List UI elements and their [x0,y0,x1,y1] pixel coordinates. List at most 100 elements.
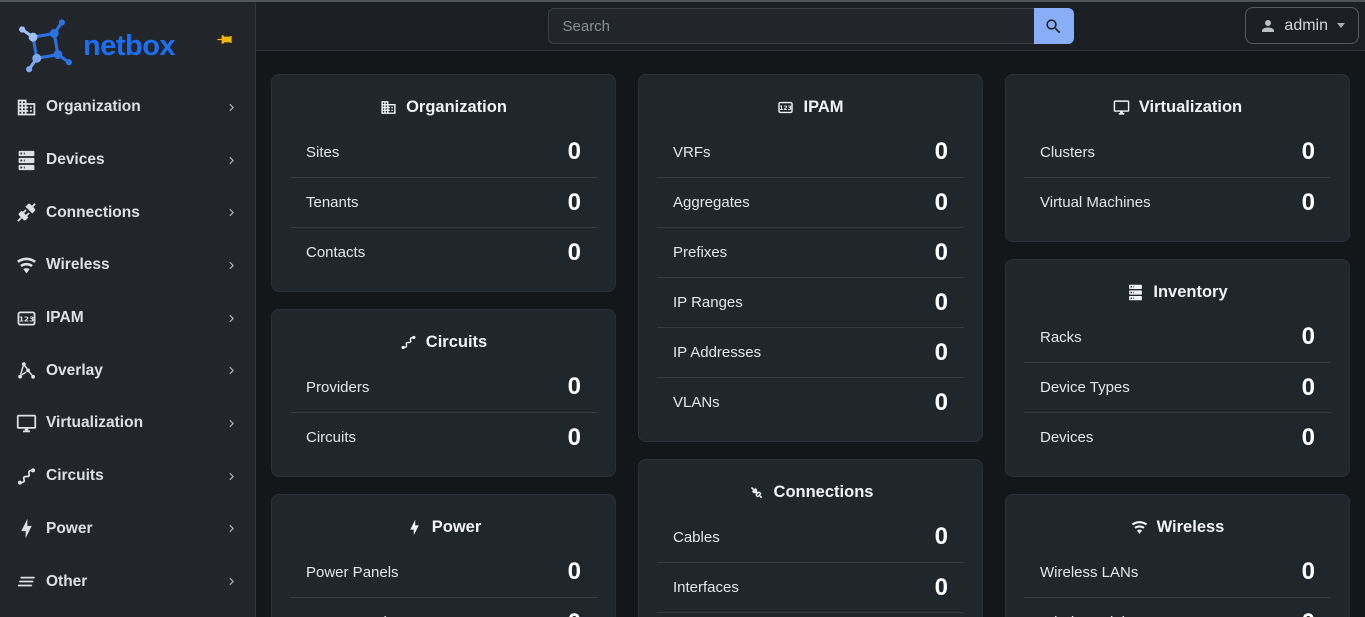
svg-text:123: 123 [780,105,793,112]
card-virtualization: Virtualization Clusters 0 Virtual Machines 0 [1005,74,1350,242]
stat-row-device-types[interactable]: Device Types 0 [1024,362,1331,412]
stat-row-sites[interactable]: Sites 0 [290,127,597,177]
chevron-right-icon [229,261,234,270]
stat-label: Power Feeds [306,614,394,617]
brand-name: netbox [83,30,176,62]
main-area: admin Organization Sites0Tenants0Contacts… [256,0,1365,617]
search-group [547,8,1074,44]
cable-icon [750,486,762,498]
stat-label: Interfaces [673,579,739,596]
caret-down-icon [1337,23,1345,28]
stat-row-circuits[interactable]: Circuits 0 [290,412,597,462]
stat-row-clusters[interactable]: Clusters 0 [1024,127,1331,177]
stat-row-aggregates[interactable]: Aggregates 0 [657,177,964,227]
card-title: Connections [657,472,964,512]
circuit-icon [401,335,416,349]
search-input[interactable] [547,8,1034,44]
brand-home-link[interactable]: netbox [0,0,255,81]
user-menu-button[interactable]: admin [1245,7,1359,44]
sidebar-nav: Organization Devices Connections Wireless 12… [0,81,255,608]
stat-row-power-feeds[interactable]: Power Feeds 0 [290,597,597,617]
sidebar-item-label: Connections [46,203,140,221]
sidebar-item-power[interactable]: Power [0,503,255,556]
sidebar-item-circuits[interactable]: Circuits [0,450,255,503]
stat-row-wireless-lans[interactable]: Wireless LANs 0 [1024,547,1331,597]
stat-row-vrfs[interactable]: VRFs 0 [657,127,964,177]
stat-label: VRFs [673,143,711,161]
stat-row-wireless-links[interactable]: Wireless Links 0 [1024,597,1331,617]
card-title-text: Wireless [1156,517,1225,536]
stat-row-tenants[interactable]: Tenants 0 [290,177,597,227]
search-icon [1046,18,1061,33]
stat-row-providers[interactable]: Providers 0 [290,362,597,412]
card-title-text: Organization [406,97,507,116]
card-title: Circuits [290,322,597,362]
window-top-edge [0,0,1365,2]
stat-row-interfaces[interactable]: Interfaces 0 [657,562,964,612]
wifi-icon [1131,520,1147,534]
stat-value: 0 [567,423,581,451]
stat-label: Circuits [306,429,357,446]
sidebar-item-virtualization[interactable]: Virtualization [0,397,255,450]
stat-row-ip-addresses[interactable]: IP Addresses 0 [657,327,964,377]
stat-label: Prefixes [673,244,728,261]
sidebar-item-label: Wireless [46,256,110,274]
stat-row-power-panels[interactable]: Power Panels 0 [290,547,597,597]
stat-label: Cables [673,528,720,546]
topbar: admin [256,0,1365,51]
chevron-right-icon [229,103,234,112]
dashboard-column: Organization Sites 0 Tenants 0 Contacts 0 Circu… [271,74,616,617]
card-title: Power [290,507,597,547]
stat-label: Wireless LANs [1040,563,1139,581]
stat-value: 0 [934,238,948,266]
pin-sidebar-button[interactable] [216,31,233,48]
stat-row-racks[interactable]: Racks 0 [1024,312,1331,362]
wifi-icon [17,257,36,274]
sidebar-item-devices[interactable]: Devices [0,134,255,187]
sidebar-item-label: Other [46,572,88,590]
stat-row-prefixes[interactable]: Prefixes 0 [657,227,964,277]
sidebar: netbox Organization Devices Connections Wir… [0,0,256,617]
server-icon [1129,284,1143,300]
stat-value: 0 [1302,610,1315,617]
stat-value: 0 [567,373,581,400]
sidebar-item-ipam[interactable]: 123 IPAM [0,292,255,345]
card-ipam: 123 IPAM VRFs 0 Aggregates 0 Prefixes 0 IP Range… [638,74,983,442]
card-title: Inventory [1024,272,1331,312]
card-title: Virtualization [1024,87,1331,127]
card-title-text: Power [431,517,482,536]
building-icon [381,100,396,114]
chevron-right-icon [229,314,234,322]
sidebar-item-overlay[interactable]: Overlay [0,344,255,397]
stat-value: 0 [934,338,948,366]
stat-label: Providers [306,378,370,396]
stat-row-virtual-machines[interactable]: Virtual Machines 0 [1024,177,1331,227]
stat-value: 0 [934,288,948,316]
plug-icon [17,203,36,222]
chevron-right-icon [229,472,234,480]
stat-value: 0 [1301,323,1315,350]
stat-value: 0 [1301,558,1315,585]
stat-row-vlans[interactable]: VLANs 0 [657,377,964,427]
sidebar-item-wireless[interactable]: Wireless [0,239,255,292]
stat-row-contacts[interactable]: Contacts 0 [290,227,597,277]
stat-row-cables[interactable]: Cables 0 [657,512,964,562]
card-wireless: Wireless Wireless LANs 0 Wireless Links 0 [1005,494,1350,617]
card-title: 123 IPAM [657,87,964,127]
sidebar-item-organization[interactable]: Organization [0,81,255,134]
stat-label: IP Addresses [673,344,762,361]
chevron-right-icon [229,577,234,586]
card-organization: Organization Sites 0 Tenants 0 Contacts 0 [271,74,616,292]
stat-label: VLANs [673,394,720,411]
sidebar-item-connections[interactable]: Connections [0,186,255,239]
card-title: Organization [290,87,597,127]
sidebar-item-other[interactable]: Other [0,555,255,608]
stat-row-ip-ranges[interactable]: IP Ranges 0 [657,277,964,327]
chevron-right-icon [229,525,234,533]
card-title-text: Circuits [425,332,488,351]
search-button[interactable] [1033,8,1074,44]
dashboard-column: 123 IPAM VRFs 0 Aggregates 0 Prefixes 0 IP Range… [638,74,983,617]
stat-value: 0 [934,388,948,416]
sidebar-item-label: Virtualization [46,414,144,432]
stat-row-devices[interactable]: Devices 0 [1024,412,1331,462]
